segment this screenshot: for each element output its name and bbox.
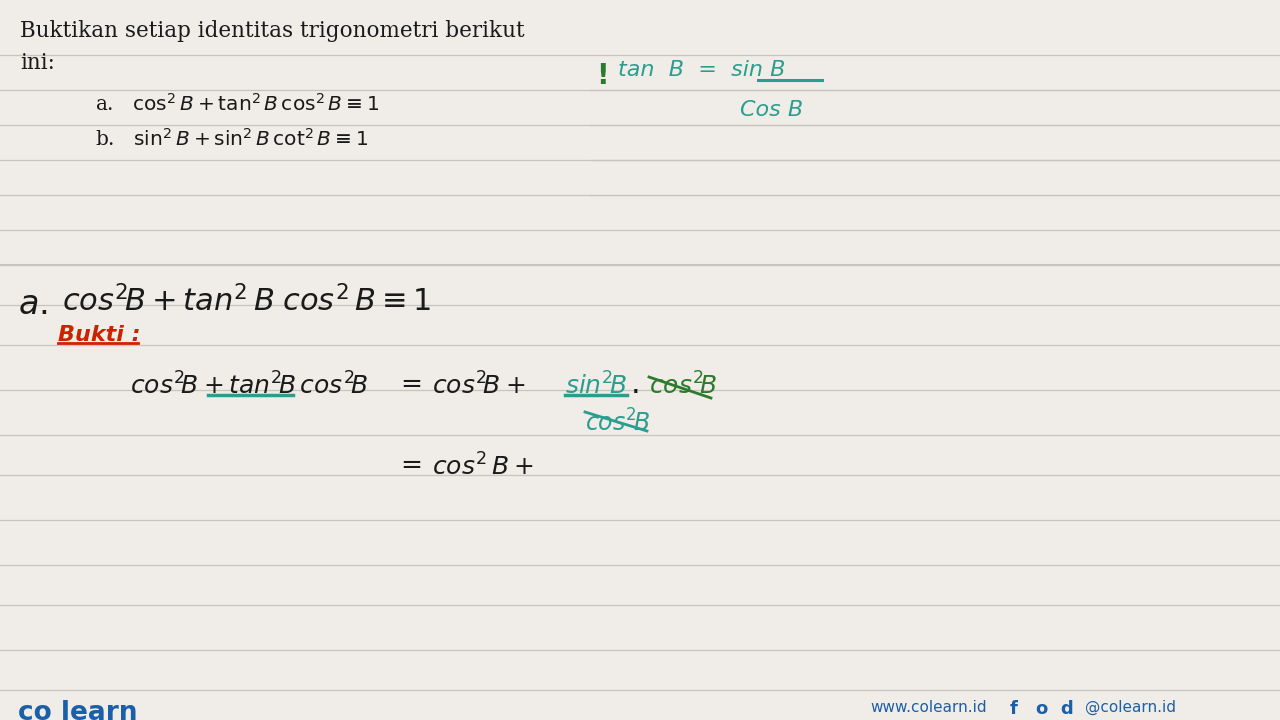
Text: tan  B  =  sin B: tan B = sin B: [618, 60, 786, 80]
Text: Cos B: Cos B: [740, 100, 803, 120]
Text: .: .: [631, 370, 640, 399]
Text: $\mathit{cos}^2\!\mathit{B}$: $\mathit{cos}^2\!\mathit{B}$: [649, 372, 718, 399]
Text: $\mathit{cos}^2\!\mathit{B} + \mathit{tan}^2\!\mathit{B}\,\mathit{cos}^2\!\mathi: $\mathit{cos}^2\!\mathit{B} + \mathit{ta…: [131, 372, 369, 399]
Text: =: =: [399, 453, 422, 479]
Text: co learn: co learn: [18, 700, 137, 720]
Text: a.   $\mathrm{cos}^2\,B + \mathrm{tan}^2\,B\,\mathrm{cos}^2\,B \equiv 1$: a. $\mathrm{cos}^2\,B + \mathrm{tan}^2\,…: [95, 93, 379, 115]
Text: b.   $\mathrm{sin}^2\,B + \mathrm{sin}^2\,B\,\mathrm{cot}^2\,B \equiv 1$: b. $\mathrm{sin}^2\,B + \mathrm{sin}^2\,…: [95, 128, 369, 150]
Text: d: d: [1060, 700, 1073, 718]
Text: !: !: [596, 62, 608, 90]
Text: $\mathit{cos}^2\!\mathit{B} +$: $\mathit{cos}^2\!\mathit{B} +$: [433, 372, 525, 399]
Text: o: o: [1036, 700, 1047, 718]
Text: $\mathit{cos}^2\!\mathit{B}$: $\mathit{cos}^2\!\mathit{B}$: [585, 409, 650, 436]
Text: =: =: [399, 372, 422, 398]
Text: $a.$: $a.$: [18, 288, 47, 321]
Text: Buktikan setiap identitas trigonometri berikut: Buktikan setiap identitas trigonometri b…: [20, 20, 525, 42]
Text: @colearn.id: @colearn.id: [1085, 700, 1176, 715]
Text: $\mathit{sin}^2\!\mathit{B}$: $\mathit{sin}^2\!\mathit{B}$: [564, 372, 627, 399]
Text: www.colearn.id: www.colearn.id: [870, 700, 987, 715]
Text: $\mathit{cos}^2\,\mathit{B} +$: $\mathit{cos}^2\,\mathit{B} +$: [433, 453, 534, 480]
Text: $\mathit{cos}^2\!\mathit{B}+ \mathit{tan}^2\,\mathit{B}\;\mathit{cos}^2\,\mathit: $\mathit{cos}^2\!\mathit{B}+ \mathit{tan…: [61, 285, 431, 318]
Text: ini:: ini:: [20, 52, 55, 74]
Text: f: f: [1010, 700, 1018, 718]
Text: Bukti :: Bukti :: [58, 325, 141, 345]
